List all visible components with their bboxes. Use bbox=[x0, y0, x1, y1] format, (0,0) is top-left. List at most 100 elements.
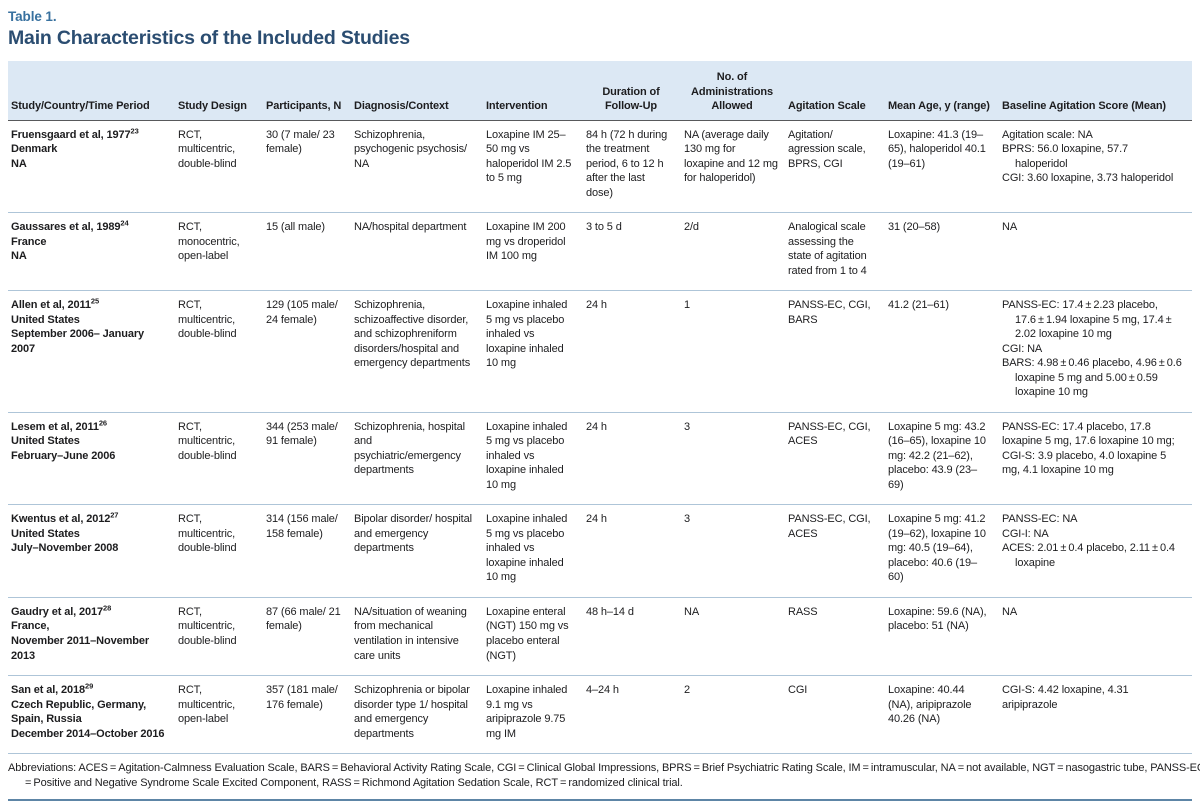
study-cell: Fruensgaard et al, 197723 Denmark NA bbox=[8, 119, 178, 213]
duration-cell: 48 h–14 d bbox=[586, 596, 684, 676]
administrations-cell: NA bbox=[684, 596, 788, 676]
column-header-study: Study/Country/Time Period bbox=[8, 61, 178, 121]
scale-cell: PANSS-EC, CGI, ACES bbox=[788, 504, 888, 598]
study-name: Allen et al, 2011 bbox=[11, 299, 91, 312]
study-cell: Gaussares et al, 198924 France NA bbox=[8, 212, 178, 291]
page-title: Main Characteristics of the Included Stu… bbox=[8, 27, 410, 49]
scale-cell: RASS bbox=[788, 596, 888, 676]
study-location-period: France, November 2011–November 2013 bbox=[11, 620, 149, 662]
study-cell: Kwentus et al, 201227 United States July–… bbox=[8, 504, 178, 598]
baseline-cell: Agitation scale: NA BPRS: 56.0 loxapine, … bbox=[1002, 119, 1192, 213]
study-cell: Lesem et al, 201126 United States Februar… bbox=[8, 411, 178, 505]
scale-cell: CGI bbox=[788, 675, 888, 755]
column-header-baseline: Baseline Agitation Score (Mean) bbox=[1002, 61, 1192, 121]
citation-ref: 27 bbox=[110, 510, 119, 520]
citation-ref: 29 bbox=[85, 681, 94, 691]
table-body: Fruensgaard et al, 197723 Denmark NA RCT,… bbox=[8, 119, 1192, 755]
citation-ref: 25 bbox=[90, 296, 100, 306]
baseline-cell: PANSS-EC: 17.4 ± 2.23 placebo, 17.6 ± 1.… bbox=[1002, 290, 1192, 413]
intervention-cell: Loxapine inhaled 5 mg vs placebo inhaled… bbox=[486, 411, 586, 505]
diagnosis-cell: NA/situation of weaning from mechanical … bbox=[354, 596, 486, 676]
study-name: Gaussares et al, 1989 bbox=[11, 221, 121, 234]
scale-cell: Analogical scale assessing the state of … bbox=[788, 212, 888, 291]
mean-age-cell: 41.2 (21–61) bbox=[888, 290, 1002, 413]
intervention-cell: Loxapine IM 25–50 mg vs haloperidol IM 2… bbox=[486, 119, 586, 213]
study-name: Kwentus et al, 2012 bbox=[11, 513, 111, 526]
intervention-cell: Loxapine inhaled 9.1 mg vs aripiprazole … bbox=[486, 675, 586, 755]
table-row: Lesem et al, 201126 United States Februar… bbox=[8, 411, 1192, 505]
citation-ref: 28 bbox=[103, 603, 112, 613]
intervention-cell: Loxapine inhaled 5 mg vs placebo inhaled… bbox=[486, 290, 586, 413]
abbreviations-footnote: Abbreviations: ACES = Agitation-Calmness… bbox=[8, 762, 1200, 790]
mean-age-cell: Loxapine: 59.6 (NA), placebo: 51 (NA) bbox=[888, 596, 1002, 676]
mean-age-cell: Loxapine: 40.44 (NA), aripiprazole 40.26… bbox=[888, 675, 1002, 755]
intervention-cell: Loxapine inhaled 5 mg vs placebo inhaled… bbox=[486, 504, 586, 598]
table-row: Kwentus et al, 201227 United States July–… bbox=[8, 504, 1192, 598]
column-header-intervention: Intervention bbox=[486, 61, 586, 121]
design-cell: RCT, multicentric, double-blind bbox=[178, 119, 266, 213]
column-header-duration: Duration of Follow-Up bbox=[586, 61, 684, 121]
intervention-cell: Loxapine enteral (NGT) 150 mg vs placebo… bbox=[486, 596, 586, 676]
administrations-cell: NA (average daily 130 mg for loxapine an… bbox=[684, 119, 788, 213]
design-cell: RCT, multicentric, open-label bbox=[178, 675, 266, 755]
participants-cell: 129 (105 male/ 24 female) bbox=[266, 290, 354, 413]
table-row: Allen et al, 201125 United States Septemb… bbox=[8, 290, 1192, 413]
participants-cell: 344 (253 male/ 91 female) bbox=[266, 411, 354, 505]
column-header-diagnosis: Diagnosis/Context bbox=[354, 61, 486, 121]
intervention-cell: Loxapine IM 200 mg vs droperidol IM 100 … bbox=[486, 212, 586, 291]
participants-cell: 30 (7 male/ 23 female) bbox=[266, 119, 354, 213]
administrations-cell: 3 bbox=[684, 411, 788, 505]
study-location-period: Denmark NA bbox=[11, 143, 58, 170]
administrations-cell: 3 bbox=[684, 504, 788, 598]
column-header-mean-age: Mean Age, y (range) bbox=[888, 61, 1002, 121]
study-location-period: France NA bbox=[11, 235, 47, 263]
duration-cell: 3 to 5 d bbox=[586, 212, 684, 291]
table-row: Fruensgaard et al, 197723 Denmark NA RCT,… bbox=[8, 119, 1192, 213]
participants-cell: 357 (181 male/ 176 female) bbox=[266, 675, 354, 755]
diagnosis-cell: NA/hospital department bbox=[354, 212, 486, 291]
study-location-period: Czech Republic, Germany, Spain, Russia Dec… bbox=[11, 698, 165, 740]
design-cell: RCT, multicentric, double-blind bbox=[178, 290, 266, 413]
scale-cell: Agitation/ agression scale, BPRS, CGI bbox=[788, 119, 888, 213]
table-row: San et al, 201829 Czech Republic, German… bbox=[8, 675, 1192, 755]
citation-ref: 26 bbox=[98, 418, 107, 428]
study-location-period: United States July–November 2008 bbox=[11, 527, 119, 555]
column-header-participants: Participants, N bbox=[266, 61, 354, 121]
baseline-cell: PANSS-EC: NA CGI-I: NA ACES: 2.01 ± 0.4 pl… bbox=[1002, 504, 1192, 598]
baseline-cell: NA bbox=[1002, 212, 1192, 291]
diagnosis-cell: Bipolar disorder/ hospital and emergency… bbox=[354, 504, 486, 598]
scale-cell: PANSS-EC, CGI, ACES bbox=[788, 411, 888, 505]
baseline-cell: PANSS-EC: 17.4 placebo, 17.8 loxapine 5 … bbox=[1002, 411, 1192, 505]
table-header: Study/Country/Time Period Study Design P… bbox=[8, 61, 1192, 121]
study-name: Fruensgaard et al, 1977 bbox=[11, 128, 131, 141]
diagnosis-cell: Schizophrenia, psychogenic psychosis/ NA bbox=[354, 119, 486, 213]
diagnosis-cell: Schizophrenia or bipolar disorder type 1… bbox=[354, 675, 486, 755]
participants-cell: 15 (all male) bbox=[266, 212, 354, 291]
table-label: Table 1. bbox=[8, 9, 57, 24]
design-cell: RCT, monocentric, open-label bbox=[178, 212, 266, 291]
column-header-administrations: No. of Administrations Allowed bbox=[684, 61, 788, 121]
study-location-period: United States February–June 2006 bbox=[11, 435, 116, 462]
design-cell: RCT, multicentric, double-blind bbox=[178, 596, 266, 676]
baseline-cell: NA bbox=[1002, 596, 1192, 676]
study-cell: San et al, 201829 Czech Republic, German… bbox=[8, 675, 178, 755]
diagnosis-cell: Schizophrenia, schizoaffective disorder,… bbox=[354, 290, 486, 413]
design-cell: RCT, multicentric, double-blind bbox=[178, 411, 266, 505]
mean-age-cell: Loxapine 5 mg: 41.2 (19–62), loxapine 10… bbox=[888, 504, 1002, 598]
mean-age-cell: 31 (20–58) bbox=[888, 212, 1002, 291]
baseline-cell: CGI-S: 4.42 loxapine, 4.31 aripiprazole bbox=[1002, 675, 1192, 755]
duration-cell: 24 h bbox=[586, 504, 684, 598]
scale-cell: PANSS-EC, CGI, BARS bbox=[788, 290, 888, 413]
diagnosis-cell: Schizophrenia, hospital and psychiatric/… bbox=[354, 411, 486, 505]
study-location-period: United States September 2006– January 2007 bbox=[11, 313, 144, 355]
table-row: Gaudry et al, 201728 France, November 201… bbox=[8, 596, 1192, 676]
study-cell: Gaudry et al, 201728 France, November 201… bbox=[8, 596, 178, 676]
mean-age-cell: Loxapine 5 mg: 43.2 (16–65), loxapine 10… bbox=[888, 411, 1002, 505]
participants-cell: 87 (66 male/ 21 female) bbox=[266, 596, 354, 676]
duration-cell: 84 h (72 h during the treatment period, … bbox=[586, 119, 684, 213]
study-name: Lesem et al, 2011 bbox=[11, 420, 99, 433]
column-header-design: Study Design bbox=[178, 61, 266, 121]
study-name: Gaudry et al, 2017 bbox=[11, 605, 104, 618]
administrations-cell: 2/d bbox=[684, 212, 788, 291]
